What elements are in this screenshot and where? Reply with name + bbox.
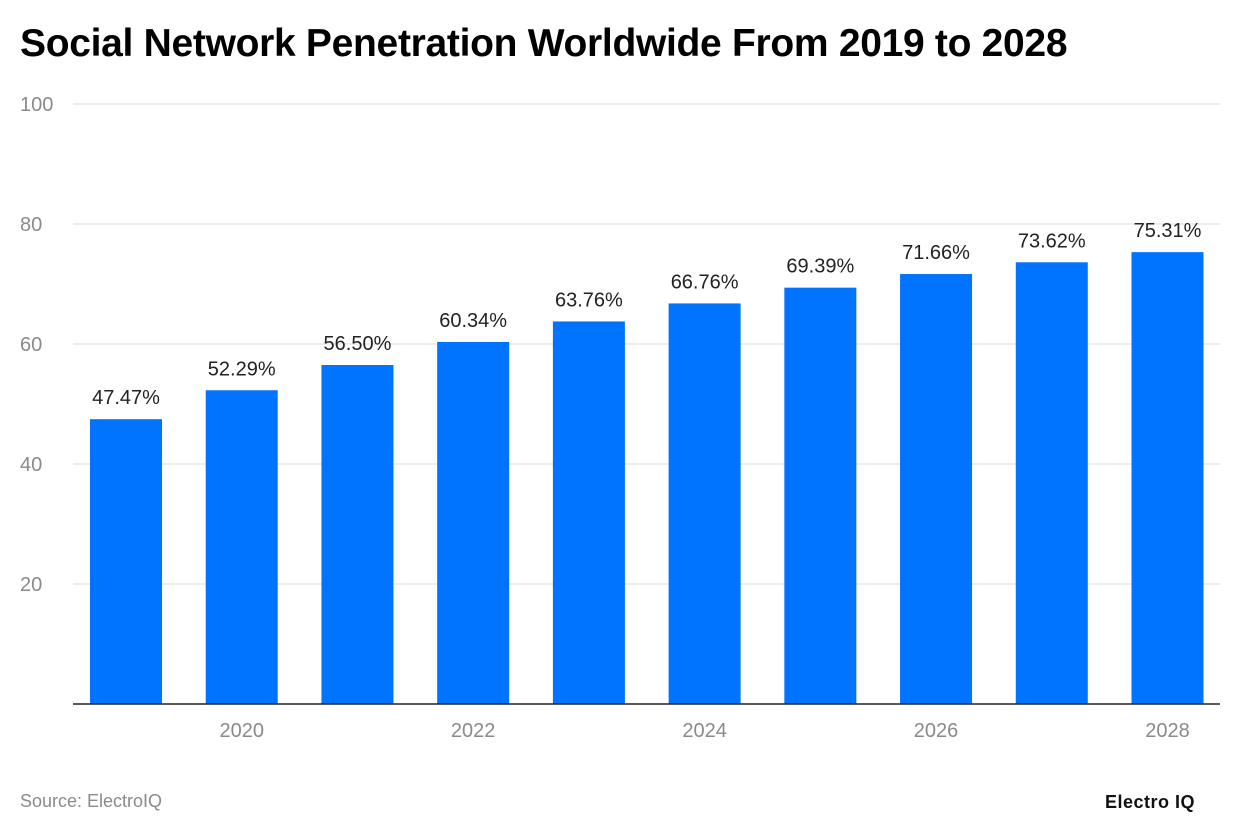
x-tick-label: 2026 [914, 720, 959, 742]
data-label: 66.76% [671, 271, 739, 293]
bar-chart: 20 40 60 80 100 47.47% 52.29% 2020 56.50% 60.34% 2… [20, 94, 1220, 742]
data-label: 63.76% [555, 289, 623, 311]
bar-2019 [90, 419, 162, 704]
x-tick-label: 2024 [682, 720, 727, 742]
x-tick-label: 2028 [1145, 720, 1190, 742]
source-note: Source: ElectroIQ [20, 791, 163, 811]
bar-2024 [668, 303, 741, 704]
data-label: 56.50% [324, 333, 392, 355]
y-tick-label: 80 [20, 214, 42, 236]
electroiq-logo: Electro IQ [1105, 792, 1196, 812]
data-label: 75.31% [1134, 220, 1202, 242]
x-tick-label: 2022 [451, 720, 496, 742]
bar-2028 [1131, 252, 1204, 704]
data-label: 60.34% [439, 310, 507, 332]
bar-2021 [321, 365, 394, 704]
data-label: 69.39% [786, 256, 854, 278]
data-label: 47.47% [92, 387, 160, 409]
chart-title: Social Network Penetration Worldwide Fro… [20, 22, 1068, 65]
bar-2027 [1015, 262, 1088, 704]
data-label: 71.66% [902, 242, 970, 264]
data-label: 52.29% [208, 358, 276, 380]
bar-2020 [205, 390, 278, 704]
y-tick-label: 20 [20, 574, 42, 596]
x-tick-label: 2020 [219, 720, 264, 742]
bar-2025 [784, 287, 857, 704]
y-tick-label: 100 [20, 94, 53, 116]
y-tick-label: 60 [20, 334, 42, 356]
y-tick-label: 40 [20, 454, 42, 476]
bar-2026 [900, 274, 973, 704]
bar-2023 [552, 321, 625, 704]
bar-2022 [437, 341, 510, 704]
data-label: 73.62% [1018, 230, 1086, 252]
